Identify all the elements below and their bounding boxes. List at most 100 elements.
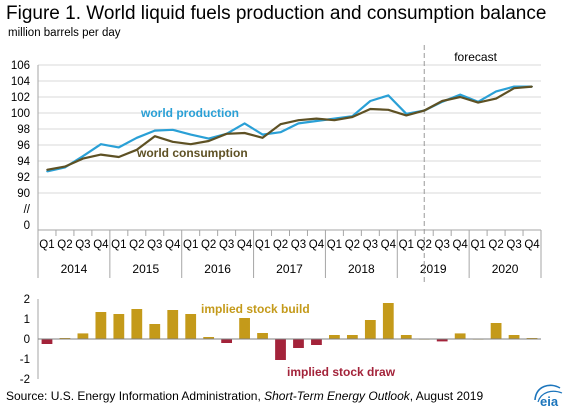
data-point xyxy=(531,85,533,88)
stock-change-bar xyxy=(167,310,179,339)
source-suffix: , August 2019 xyxy=(409,389,484,403)
y-tick-label: 98 xyxy=(17,124,30,136)
quarter-label: Q3 xyxy=(291,239,306,251)
data-point xyxy=(207,140,210,142)
quarter-label: Q4 xyxy=(237,239,253,251)
data-point xyxy=(171,141,174,143)
quarter-label: Q2 xyxy=(488,239,503,251)
data-point xyxy=(513,85,515,88)
stock-change-bar xyxy=(257,333,268,339)
data-point xyxy=(369,100,372,102)
data-point xyxy=(333,119,336,121)
year-label: 2018 xyxy=(348,262,375,276)
quarter-label: Q1 xyxy=(255,239,270,251)
quarter-label: Q4 xyxy=(309,239,325,251)
data-point xyxy=(136,149,138,151)
series-label-consumption: world consumption xyxy=(136,146,248,160)
quarter-label: Q3 xyxy=(219,239,234,251)
data-point xyxy=(333,117,336,120)
quarter-label: Q1 xyxy=(111,239,126,251)
quarter-label: Q3 xyxy=(363,239,378,251)
forecast-divider: forecast xyxy=(423,45,498,282)
data-point xyxy=(405,114,408,117)
stock-change-bar xyxy=(436,339,448,342)
quarter-label: Q2 xyxy=(345,239,360,251)
data-point xyxy=(387,109,390,111)
quarter-label: Q3 xyxy=(147,239,162,251)
data-point xyxy=(225,133,228,135)
y-tick-label: 100 xyxy=(11,108,30,120)
series-label-production: world production xyxy=(140,106,239,120)
bar-y-tick-label: 1 xyxy=(24,314,30,326)
quarter-label: Q1 xyxy=(183,239,198,251)
y-tick-label: 0 xyxy=(24,220,30,232)
annotation-stock-draw: implied stock draw xyxy=(287,365,396,379)
data-point xyxy=(261,137,264,139)
data-point xyxy=(315,120,318,122)
data-point xyxy=(279,123,282,125)
data-point xyxy=(495,97,497,100)
eia-logo-icon: eia xyxy=(534,384,563,408)
y-tick-label: 106 xyxy=(11,60,30,72)
top-chart-labels: world production world consumption xyxy=(136,106,248,160)
quarter-label: Q2 xyxy=(129,239,144,251)
data-point xyxy=(495,90,497,93)
source-note: Source: U.S. Energy Information Administ… xyxy=(6,389,483,403)
quarter-label: Q3 xyxy=(506,239,521,251)
stock-change-bar xyxy=(185,314,197,339)
stock-change-bar xyxy=(400,335,412,339)
quarter-label: Q1 xyxy=(399,239,414,251)
stock-change-bar xyxy=(149,324,161,339)
stock-change-bar xyxy=(95,312,107,339)
data-point xyxy=(369,108,372,110)
data-point xyxy=(297,119,300,121)
y-tick-label: 90 xyxy=(17,188,30,200)
data-point xyxy=(441,100,443,102)
stock-change-bar xyxy=(275,339,286,360)
stock-change-bar xyxy=(508,335,520,339)
data-point xyxy=(513,87,515,89)
quarter-label: Q4 xyxy=(165,239,181,251)
series-line-consumption xyxy=(46,85,533,171)
quarter-label: Q4 xyxy=(524,239,540,251)
year-label: 2014 xyxy=(61,262,88,276)
quarter-label: Q1 xyxy=(327,239,342,251)
stock-change-bar xyxy=(382,303,394,339)
quarter-label: Q1 xyxy=(470,239,485,251)
data-point xyxy=(46,170,48,173)
quarter-label: Q4 xyxy=(93,239,109,251)
data-point xyxy=(82,155,84,157)
stock-change-bar xyxy=(221,339,233,343)
data-point xyxy=(153,135,156,137)
data-point xyxy=(82,157,84,160)
year-label: 2020 xyxy=(492,262,519,276)
stock-change-bar xyxy=(293,339,304,348)
quarter-label: Q3 xyxy=(435,239,450,251)
data-point xyxy=(279,131,282,133)
bottom-chart-bars xyxy=(41,303,538,360)
annotation-stock-build: implied stock build xyxy=(201,302,310,316)
bar-y-tick-label: -2 xyxy=(20,374,30,386)
data-point xyxy=(189,143,192,145)
data-point xyxy=(387,94,390,97)
quarter-label: Q2 xyxy=(273,239,288,251)
y-tick-label: 102 xyxy=(11,92,30,104)
stock-change-bar xyxy=(239,318,250,339)
bar-y-tick-label: 0 xyxy=(24,334,30,346)
data-point xyxy=(64,165,66,168)
stock-change-bar xyxy=(364,320,376,339)
bar-y-tick-label: 2 xyxy=(24,294,30,306)
y-tick-label: 96 xyxy=(17,140,30,152)
eia-logo-text: eia xyxy=(540,394,559,408)
quarter-label: Q2 xyxy=(201,239,216,251)
year-label: 2019 xyxy=(420,262,447,276)
chart-title: Figure 1. World liquid fuels production … xyxy=(6,3,547,24)
stock-change-bar xyxy=(329,335,340,339)
data-point xyxy=(153,129,156,132)
data-point xyxy=(459,96,461,98)
y-tick-label: 92 xyxy=(17,172,30,184)
data-point xyxy=(459,93,461,96)
bottom-chart-axes: 2 1 0 -1 -2 xyxy=(20,294,541,386)
data-point xyxy=(136,137,138,139)
